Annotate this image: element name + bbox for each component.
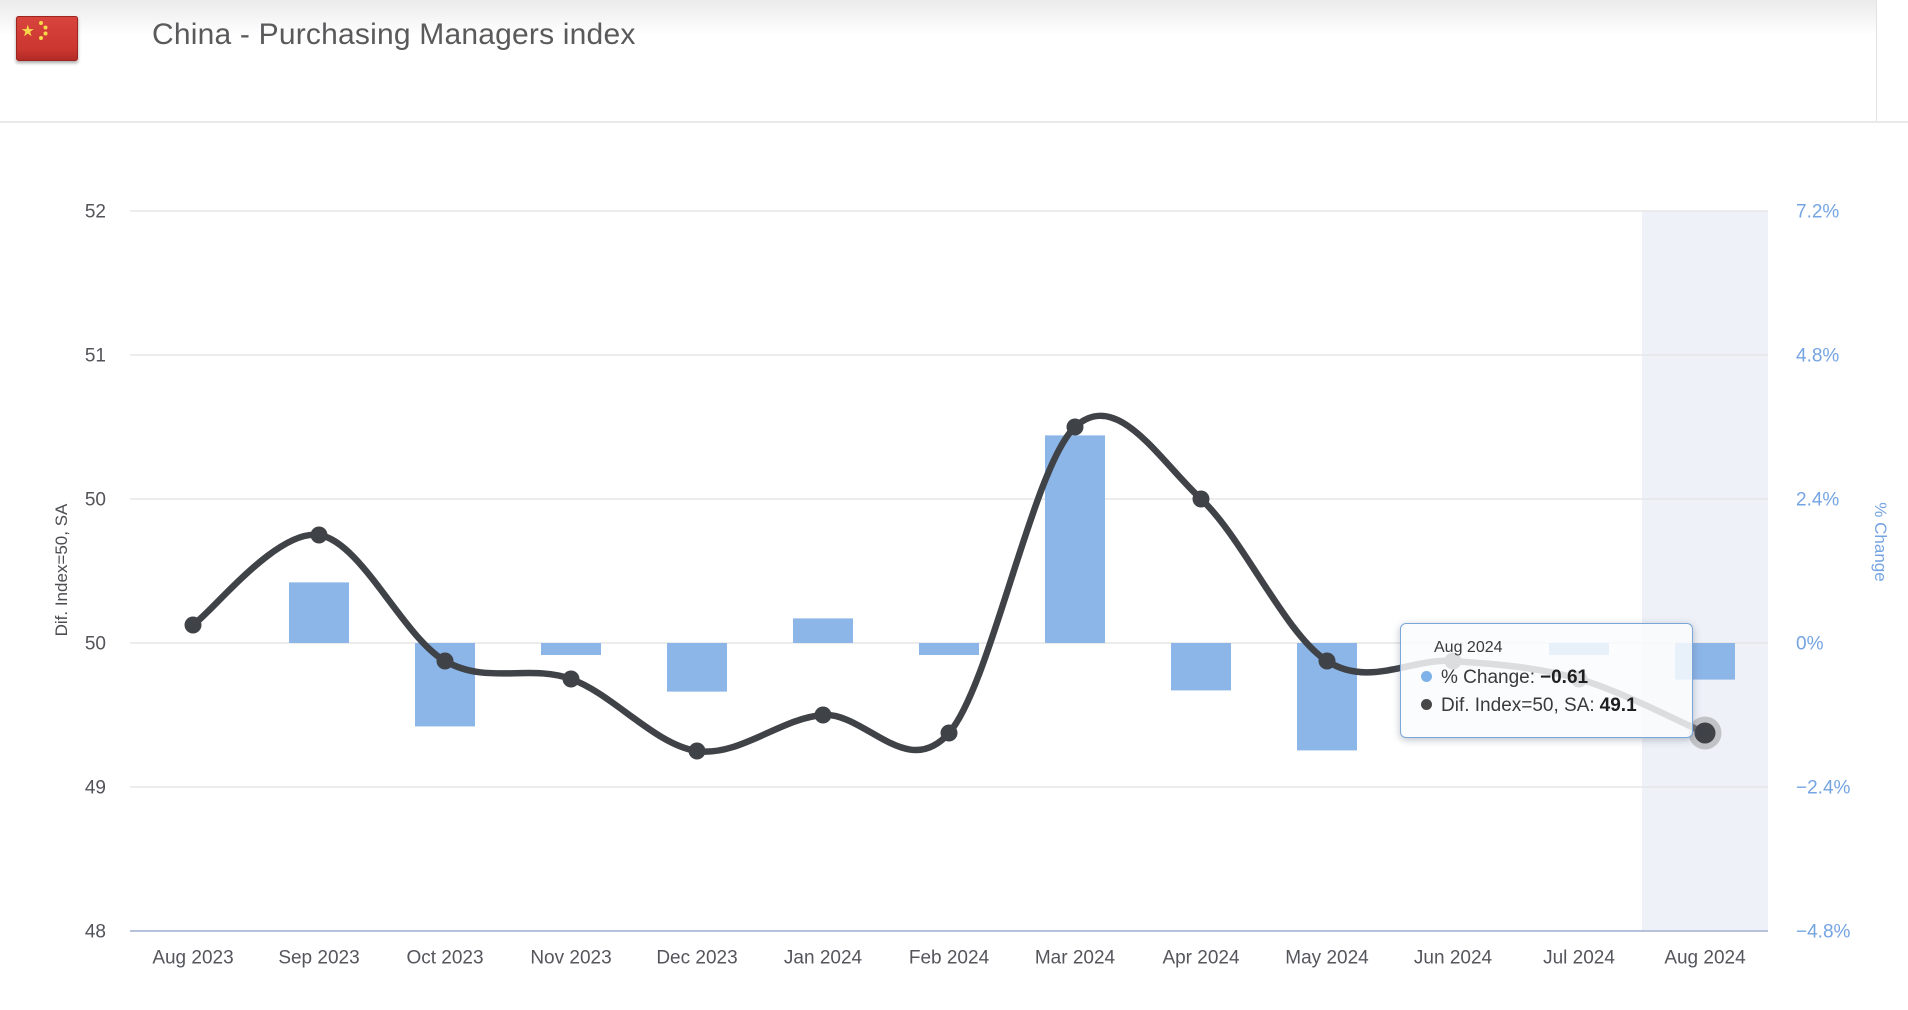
pmi-point-nov-2023[interactable] (562, 670, 580, 688)
y-axis-label-left: 49 (85, 778, 106, 799)
china-flag-icon (16, 16, 78, 61)
bar-pct-change-jan-2024[interactable] (793, 618, 853, 643)
chart-tooltip: Aug 2024 % Change: −0.61 Dif. Index=50, S… (1400, 623, 1693, 738)
x-axis-label: Jan 2024 (784, 948, 863, 969)
page-title: China - Purchasing Managers index (152, 18, 636, 51)
bar-pct-change-apr-2024[interactable] (1171, 643, 1231, 691)
y-axis-label-right: 2.4% (1796, 490, 1839, 511)
y-axis-label-left: 51 (85, 346, 106, 367)
x-axis-label: Aug 2023 (152, 948, 233, 969)
right-axis-title: % Change (1871, 502, 1890, 582)
y-axis-label-right: 0% (1796, 634, 1824, 655)
pmi-point-apr-2024[interactable] (1192, 490, 1210, 508)
tooltip-value: 49.1 (1599, 695, 1637, 716)
pmi-point-oct-2023[interactable] (436, 652, 454, 670)
pmi-point-aug-2023[interactable] (184, 616, 202, 634)
y-axis-label-left: 50 (85, 634, 106, 655)
pmi-point-jan-2024[interactable] (814, 706, 832, 724)
x-axis-label: Dec 2023 (656, 948, 737, 969)
dif-index-series-dot-icon (1421, 699, 1432, 710)
y-axis-label-right: −2.4% (1796, 778, 1851, 799)
panel-edge-divider (1876, 0, 1877, 122)
header-divider (0, 121, 1908, 123)
highlight-band-aug-2024 (1642, 211, 1768, 931)
x-axis-label: Apr 2024 (1162, 948, 1240, 969)
x-axis-label: Jun 2024 (1414, 948, 1493, 969)
y-axis-label-right: −4.8% (1796, 922, 1851, 943)
tooltip-row-dif-index: Dif. Index=50, SA: 49.1 (1421, 692, 1692, 720)
bar-pct-change-feb-2024[interactable] (919, 643, 979, 655)
bar-pct-change-sep-2023[interactable] (289, 582, 349, 643)
pct-change-series-dot-icon (1421, 671, 1432, 682)
x-axis-label: Oct 2023 (406, 948, 483, 969)
y-axis-label-right: 7.2% (1796, 202, 1839, 223)
left-axis-title: Dif. Index=50, SA (52, 503, 71, 637)
pmi-point-feb-2024[interactable] (940, 724, 958, 742)
tooltip-date: Aug 2024 (1434, 639, 1503, 656)
pmi-point-sep-2023[interactable] (310, 526, 328, 544)
tooltip-label: Dif. Index=50, SA: (1441, 695, 1595, 716)
y-axis-label-left: 52 (85, 202, 106, 223)
bar-pct-change-nov-2023[interactable] (541, 643, 601, 655)
bar-pct-change-dec-2023[interactable] (667, 643, 727, 692)
x-axis-label: Mar 2024 (1035, 948, 1116, 969)
tooltip-label: % Change: (1441, 667, 1536, 688)
tooltip-row-pct-change: % Change: −0.61 (1421, 664, 1692, 692)
tooltip-value: −0.61 (1540, 667, 1589, 688)
pmi-point-dec-2023[interactable] (688, 742, 706, 760)
x-axis-label: Sep 2023 (278, 948, 359, 969)
pmi-point-may-2024[interactable] (1318, 652, 1336, 670)
y-axis-label-left: 50 (85, 490, 106, 511)
pmi-point-aug-2024[interactable] (1694, 722, 1716, 744)
y-axis-label-left: 48 (85, 922, 106, 943)
bar-pct-change-mar-2024[interactable] (1045, 435, 1105, 643)
y-axis-label-right: 4.8% (1796, 346, 1839, 367)
pmi-point-mar-2024[interactable] (1066, 418, 1084, 436)
x-axis-label: Aug 2024 (1664, 948, 1746, 969)
x-axis-label: May 2024 (1285, 948, 1369, 969)
x-axis-label: Jul 2024 (1543, 948, 1615, 969)
x-axis-label: Feb 2024 (909, 948, 990, 969)
x-axis-label: Nov 2023 (530, 948, 611, 969)
